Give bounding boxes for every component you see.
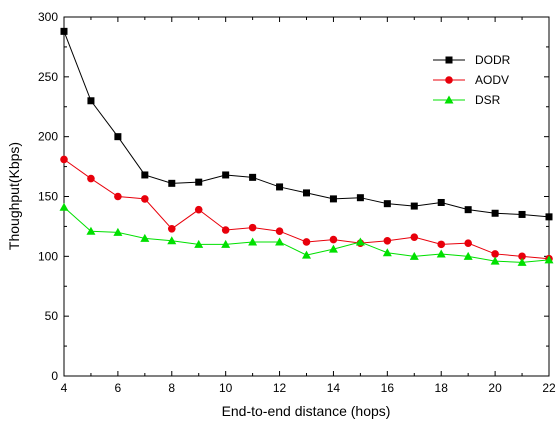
data-point-dodr xyxy=(249,173,257,181)
x-tick-label: 8 xyxy=(168,381,175,395)
data-point-aodv xyxy=(167,225,176,233)
data-point-dodr xyxy=(491,209,499,217)
y-axis-title: Thoughput(Kbps) xyxy=(6,142,22,250)
data-point-dsr xyxy=(490,256,500,265)
x-tick-label: 10 xyxy=(219,381,233,395)
data-point-dodr xyxy=(222,171,230,179)
x-tick-label: 14 xyxy=(327,381,341,395)
data-point-aodv xyxy=(248,223,257,232)
data-point-aodv xyxy=(464,239,472,247)
data-point-dsr xyxy=(302,250,311,259)
data-point-dsr xyxy=(382,248,392,257)
series-dodr xyxy=(60,27,553,221)
y-tick-label: 150 xyxy=(38,190,58,204)
y-tick-label: 50 xyxy=(45,309,59,323)
data-point-dodr xyxy=(518,210,526,218)
y-tick-label: 100 xyxy=(38,249,58,263)
data-point-dodr xyxy=(437,198,445,206)
data-point-dodr xyxy=(168,179,176,187)
data-point-aodv xyxy=(275,227,284,236)
series-aodv xyxy=(60,155,553,263)
data-point-dsr xyxy=(86,226,96,235)
data-point-dsr xyxy=(463,251,473,260)
data-point-dodr xyxy=(87,97,95,105)
data-point-dodr xyxy=(276,183,284,191)
legend-label-dodr: DODR xyxy=(475,53,511,67)
data-point-aodv xyxy=(383,236,392,245)
data-point-aodv xyxy=(221,226,230,234)
axis-ticks: 4 6 8 10 12 14 16 18 20 22 0 50 100 150 200 250 300 xyxy=(38,10,556,395)
y-tick-label: 200 xyxy=(38,130,58,144)
data-point-dsr xyxy=(113,227,123,236)
series-layer xyxy=(59,27,554,266)
data-point-aodv xyxy=(114,192,122,201)
data-point-dsr xyxy=(194,239,204,248)
legend-label-aodv: AODV xyxy=(475,73,509,87)
data-point-dodr xyxy=(464,206,472,214)
data-point-aodv xyxy=(87,174,95,183)
x-tick-label: 22 xyxy=(542,381,556,395)
data-point-aodv xyxy=(437,240,446,249)
data-point-dsr xyxy=(167,236,177,245)
x-tick-label: 6 xyxy=(115,381,122,395)
legend: DODR AODV DSR xyxy=(431,47,529,132)
x-tick-label: 16 xyxy=(381,381,395,395)
data-point-dsr xyxy=(517,257,527,266)
y-tick-label: 300 xyxy=(38,10,58,24)
data-point-dodr xyxy=(114,133,122,141)
data-point-dsr xyxy=(248,237,258,246)
y-tick-label: 250 xyxy=(38,70,58,84)
legend-marker-dsr xyxy=(444,95,454,104)
data-point-dsr xyxy=(140,233,150,242)
data-point-aodv xyxy=(141,195,149,203)
data-point-dodr xyxy=(195,178,203,186)
legend-label-dsr: DSR xyxy=(475,93,501,107)
data-point-aodv xyxy=(194,205,203,214)
legend-marker-dodr xyxy=(445,56,453,64)
data-point-aodv xyxy=(60,155,68,164)
y-tick-label: 0 xyxy=(51,369,58,383)
data-point-dodr xyxy=(383,200,391,208)
data-point-dodr xyxy=(410,202,418,210)
data-point-dsr xyxy=(409,251,419,260)
x-axis-title: End-to-end distance (hops) xyxy=(222,403,391,419)
series-dsr xyxy=(59,202,554,266)
data-point-dodr xyxy=(545,213,553,221)
data-point-dodr xyxy=(303,189,310,197)
data-point-dodr xyxy=(60,27,68,35)
data-point-dodr xyxy=(329,195,337,203)
data-point-aodv xyxy=(302,238,311,246)
data-point-dsr xyxy=(436,249,446,258)
x-tick-label: 20 xyxy=(488,381,502,395)
data-point-aodv xyxy=(491,250,499,258)
data-point-dsr xyxy=(221,239,231,248)
data-point-aodv xyxy=(329,235,338,244)
legend-marker-aodv xyxy=(445,76,453,84)
data-point-aodv xyxy=(518,252,526,261)
x-tick-label: 12 xyxy=(273,381,287,395)
data-point-dsr xyxy=(328,244,338,253)
data-point-dsr xyxy=(275,237,285,246)
data-point-dodr xyxy=(356,194,364,202)
data-point-dsr xyxy=(355,237,365,246)
data-point-dsr xyxy=(544,255,554,264)
x-tick-label: 18 xyxy=(435,381,449,395)
data-point-dsr xyxy=(59,202,69,211)
data-point-aodv xyxy=(410,233,419,241)
x-tick-label: 4 xyxy=(61,381,68,395)
data-point-dodr xyxy=(141,171,149,179)
